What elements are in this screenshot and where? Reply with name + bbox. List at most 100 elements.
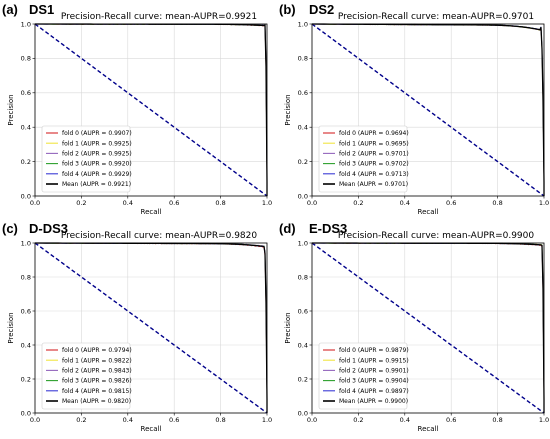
x-tick-label: 0.2 (353, 199, 363, 207)
x-tick-label: 0.0 (307, 416, 317, 424)
chart-title: Precision-Recall curve: mean-AUPR=0.9921 (61, 12, 257, 22)
x-tick-label: 0.4 (123, 416, 133, 424)
y-tick-label: 0.2 (21, 375, 31, 383)
chart-panel-2: (b) DS2 Precision-Recall curve: mean-AUPR=… (279, 2, 549, 216)
diagonal-baseline (34, 242, 268, 414)
legend-entry: fold 4 (AUPR = 0.9897) (339, 388, 409, 395)
chart-title: Precision-Recall curve: mean-AUPR=0.9820 (61, 231, 258, 241)
chart-title: Precision-Recall curve: mean-AUPR=0.9701 (338, 12, 534, 22)
legend-entry: fold 2 (AUPR = 0.9701) (339, 151, 409, 158)
x-tick-label: 0.2 (353, 416, 363, 424)
dataset-name: D-DS3 (29, 221, 68, 236)
legend-entry: Mean (AUPR = 0.9921) (62, 181, 131, 188)
legend: fold 0 (AUPR = 0.9794) fold 1 (AUPR = 0.9… (41, 342, 132, 410)
y-tick-label: 0.6 (21, 307, 31, 315)
series-line-mean (311, 23, 545, 196)
legend-entry: Mean (AUPR = 0.9701) (339, 181, 408, 188)
axes-frame (311, 242, 545, 414)
x-tick-label: 0.8 (492, 199, 502, 207)
axes-frame (34, 242, 268, 414)
x-tick-label: 0.8 (492, 416, 502, 424)
x-tick-label: 0.4 (123, 199, 133, 207)
diagonal-baseline (311, 23, 545, 197)
x-axis-label: Recall (141, 425, 162, 433)
panel-label: (c) (2, 221, 18, 236)
x-tick-label: 0.6 (169, 416, 179, 424)
legend-entry: fold 4 (AUPR = 0.9929) (62, 171, 132, 178)
legend-entry: fold 3 (AUPR = 0.9904) (339, 378, 409, 385)
legend-entry: fold 2 (AUPR = 0.9843) (62, 368, 132, 375)
axes-frame (311, 23, 545, 197)
panel-label: (d) (279, 221, 296, 236)
x-tick-label: 0.6 (446, 199, 456, 207)
x-tick-label: 0.6 (446, 416, 456, 424)
y-tick-label: 0.4 (298, 124, 308, 132)
y-tick-label: 0.6 (298, 307, 308, 315)
x-axis-label: Recall (418, 425, 439, 433)
legend-box (318, 342, 408, 410)
y-tick-label: 0.6 (21, 89, 31, 97)
y-tick-label: 0.0 (298, 192, 308, 200)
legend-box (41, 125, 131, 193)
y-tick-label: 0.0 (21, 409, 31, 417)
legend-entry: Mean (AUPR = 0.9820) (62, 398, 131, 405)
panel-label: (b) (279, 2, 296, 17)
y-tick-label: 0.8 (21, 273, 31, 281)
legend-entry: fold 4 (AUPR = 0.9713) (339, 171, 409, 178)
y-tick-label: 0.4 (21, 124, 31, 132)
legend-entry: fold 0 (AUPR = 0.9694) (339, 130, 409, 137)
y-tick-label: 0.4 (21, 341, 31, 349)
y-axis-label: Precision (7, 312, 15, 343)
y-axis-label: Precision (284, 94, 292, 125)
x-tick-label: 0.8 (215, 199, 225, 207)
x-tick-label: 0.0 (30, 199, 40, 207)
y-tick-label: 0.6 (298, 89, 308, 97)
x-axis-label: Recall (141, 208, 162, 216)
y-tick-label: 0.2 (298, 375, 308, 383)
legend-entry: fold 1 (AUPR = 0.9822) (62, 357, 132, 364)
legend-entry: fold 4 (AUPR = 0.9815) (62, 388, 132, 395)
y-axis-label: Precision (7, 94, 15, 125)
y-axis-label: Precision (284, 312, 292, 343)
x-tick-label: 0.0 (307, 199, 317, 207)
legend-entry: fold 2 (AUPR = 0.9925) (62, 151, 132, 158)
diagonal-baseline (311, 242, 545, 414)
legend-entry: fold 3 (AUPR = 0.9826) (62, 378, 132, 385)
legend: fold 0 (AUPR = 0.9694) fold 1 (AUPR = 0.9… (318, 125, 409, 193)
legend-box (41, 342, 131, 410)
legend-entry: Mean (AUPR = 0.9900) (339, 398, 408, 405)
legend-entry: fold 3 (AUPR = 0.9702) (339, 161, 409, 168)
legend-entry: fold 1 (AUPR = 0.9915) (339, 357, 409, 364)
legend-entry: fold 0 (AUPR = 0.9794) (62, 347, 132, 354)
x-tick-label: 0.4 (400, 199, 410, 207)
chart-panel-1: (a) DS1 Precision-Recall curve: mean-AUPR=… (2, 2, 272, 216)
legend-entry: fold 2 (AUPR = 0.9901) (339, 368, 409, 375)
legend-entry: fold 1 (AUPR = 0.9695) (339, 140, 409, 147)
axes-frame (34, 23, 268, 197)
legend-entry: fold 0 (AUPR = 0.9907) (62, 130, 132, 137)
legend-box (318, 125, 408, 193)
y-tick-label: 1.0 (21, 239, 31, 247)
x-axis-label: Recall (418, 208, 439, 216)
x-tick-label: 0.0 (30, 416, 40, 424)
y-tick-label: 0.0 (298, 409, 308, 417)
y-tick-label: 1.0 (21, 20, 31, 28)
panel-label: (a) (2, 2, 18, 17)
x-tick-label: 0.2 (76, 416, 86, 424)
x-tick-label: 0.8 (215, 416, 225, 424)
legend-entry: fold 3 (AUPR = 0.9920) (62, 161, 132, 168)
x-tick-label: 1.0 (262, 199, 272, 207)
x-tick-label: 1.0 (539, 416, 549, 424)
chart-title: Precision-Recall curve: mean-AUPR=0.9900 (338, 231, 535, 241)
diagonal-baseline (34, 23, 268, 197)
y-tick-label: 0.2 (21, 158, 31, 166)
legend-entry: fold 0 (AUPR = 0.9879) (339, 347, 409, 354)
y-tick-label: 0.8 (298, 273, 308, 281)
legend: fold 0 (AUPR = 0.9907) fold 1 (AUPR = 0.9… (41, 125, 132, 193)
y-tick-label: 0.0 (21, 192, 31, 200)
legend: fold 0 (AUPR = 0.9879) fold 1 (AUPR = 0.9… (318, 342, 409, 410)
y-tick-label: 1.0 (298, 239, 308, 247)
y-tick-label: 1.0 (298, 20, 308, 28)
